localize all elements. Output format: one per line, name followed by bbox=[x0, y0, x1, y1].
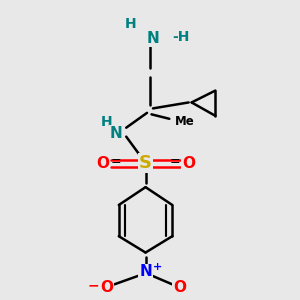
Text: N: N bbox=[139, 264, 152, 279]
Text: H: H bbox=[125, 17, 136, 31]
Text: N: N bbox=[147, 31, 159, 46]
Text: =: = bbox=[110, 155, 121, 168]
Text: +: + bbox=[153, 262, 162, 272]
Text: Me: Me bbox=[175, 115, 195, 128]
Text: N: N bbox=[110, 126, 122, 141]
Text: -H: -H bbox=[172, 30, 190, 44]
Text: H: H bbox=[101, 115, 113, 129]
Text: O: O bbox=[100, 280, 113, 295]
Text: −: − bbox=[88, 279, 99, 293]
Text: O: O bbox=[182, 156, 195, 171]
Text: O: O bbox=[96, 156, 109, 171]
Text: O: O bbox=[173, 280, 186, 295]
Text: S: S bbox=[139, 154, 152, 172]
Text: =: = bbox=[170, 155, 181, 168]
